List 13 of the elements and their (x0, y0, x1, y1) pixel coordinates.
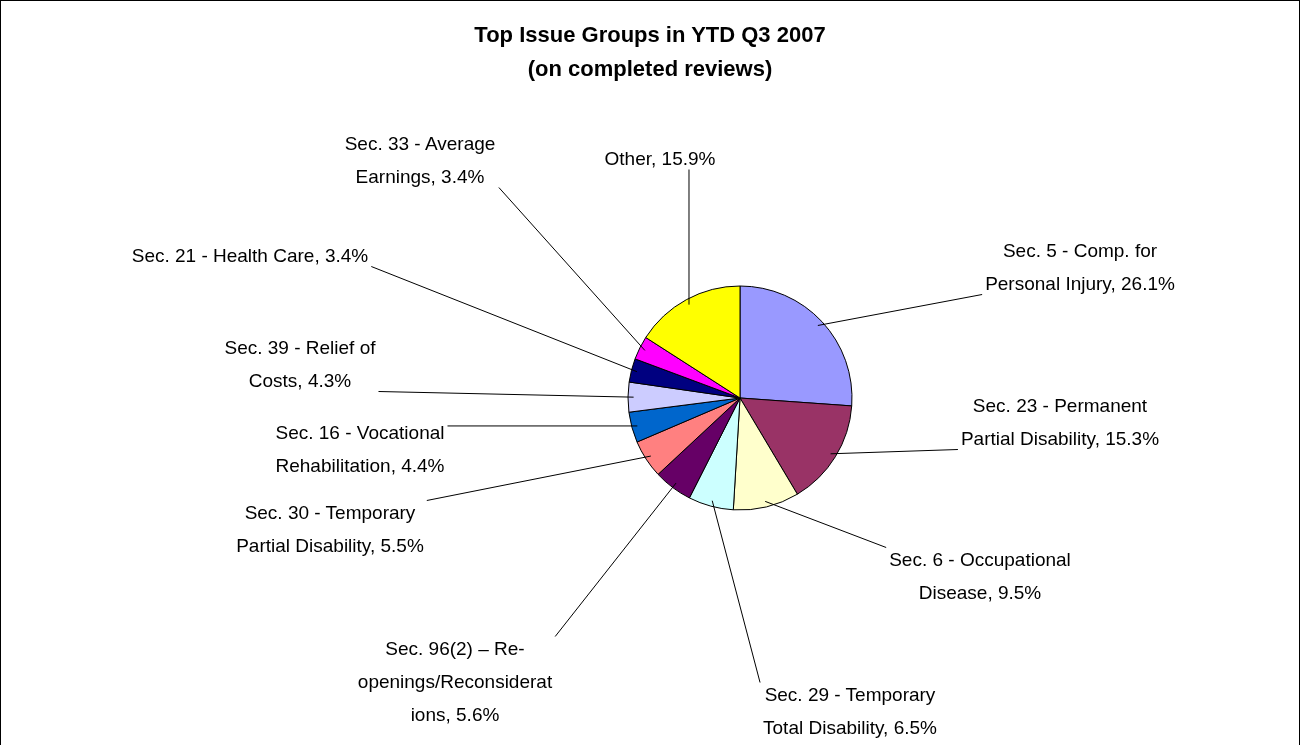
chart-title: Top Issue Groups in YTD Q3 2007 (474, 22, 826, 47)
slice-label: Sec. 96(2) – Re- openings/Reconsiderat ions, 5.6% (357, 637, 553, 725)
slice-label: Sec. 5 - Comp. for Personal Injury, 26.1% (985, 239, 1175, 294)
slice-label: Sec. 33 - Average Earnings, 3.4% (344, 132, 496, 187)
slice-label: Sec. 21 - Health Care, 3.4% (131, 244, 369, 266)
slice-label: Sec. 23 - Permanent Partial Disability, 15.3% (960, 394, 1160, 449)
slice-label: Sec. 6 - Occupational Disease, 9.5% (889, 548, 1071, 603)
slice-label: Sec. 30 - Temporary Partial Disability, 5.5% (236, 501, 424, 556)
slice-label: Sec. 16 - Vocational Rehabilitation, 4.4% (275, 421, 445, 476)
chart-subtitle: (on completed reviews) (527, 56, 773, 81)
slice-label: Other, 15.9% (604, 147, 716, 169)
slice-label: Sec. 39 - Relief of Costs, 4.3% (224, 336, 377, 391)
slice-label: Sec. 29 - Temporary Total Disability, 6.5% (763, 683, 938, 738)
